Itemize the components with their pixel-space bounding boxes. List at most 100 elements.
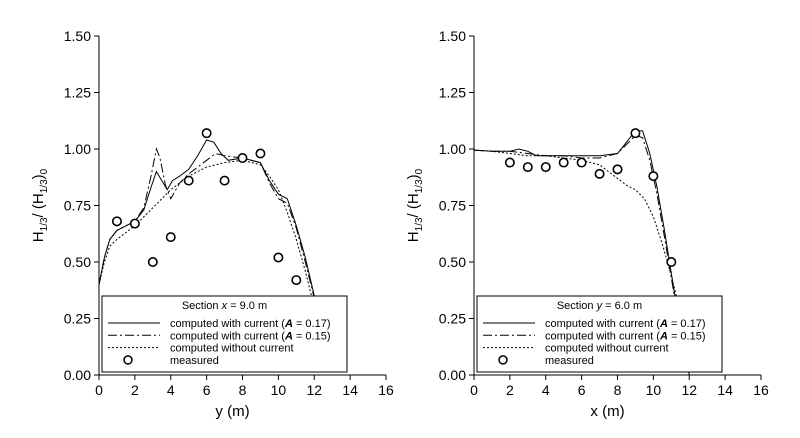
y-tick-label: 0.75 — [64, 198, 91, 214]
y-axis-label: H1/3/ (H1/3)0 — [30, 168, 50, 242]
right-chart-panel: 0.00 0.25 0.50 0.75 1.00 1.25 1.50 0 2 4 6 8 10 12 14 1… — [405, 28, 769, 420]
measured-point — [165, 232, 176, 243]
y-axis-label-sub: 0 — [414, 168, 425, 174]
legend-entry-text: measured — [545, 355, 594, 367]
x-tick-label: 16 — [378, 382, 394, 398]
legend-title-prefix: Section — [182, 300, 222, 312]
x-tick-label: 12 — [681, 382, 697, 398]
measured-point — [648, 171, 659, 182]
legend-entry-text: computed with current ( — [545, 318, 660, 330]
legend-entry-param: A — [284, 330, 293, 342]
left-chart-panel: 0.00 0.25 0.50 0.75 1.00 1.25 1.50 0 2 4 6 8 10 12 14 1… — [30, 28, 394, 420]
y-axis-label-h: H — [30, 193, 47, 204]
legend-title: Section x = 9.0 m — [182, 300, 267, 312]
measured-point — [666, 256, 677, 267]
y-axis-label-slash: / ( — [30, 204, 47, 217]
y-tick-label: 0.00 — [64, 367, 91, 383]
legend-title-prefix: Section — [557, 300, 597, 312]
x-tick-label: 16 — [753, 382, 769, 398]
series-line-dashdot — [98, 147, 322, 335]
x-tick-label: 0 — [95, 382, 103, 398]
x-axis-label: x (m) — [590, 403, 624, 420]
series-line-dotted — [473, 149, 690, 349]
x-tick-label: 6 — [578, 382, 586, 398]
x-tick-label: 14 — [717, 382, 733, 398]
x-tick-label: 10 — [646, 382, 662, 398]
x-tick-label: 2 — [131, 382, 139, 398]
legend-title-var: x — [221, 300, 228, 312]
y-tick-label: 0.50 — [64, 254, 91, 270]
legend-title-suffix: = 6.0 m — [602, 300, 642, 312]
y-axis-label-sub: 0 — [39, 168, 50, 174]
legend-swatch-marker — [498, 355, 508, 365]
legend-entry-param: A — [284, 318, 293, 330]
x-tick-label: 8 — [239, 382, 247, 398]
y-tick-label: 1.50 — [439, 28, 466, 44]
x-tick-label: 4 — [542, 382, 550, 398]
y-axis-label-close: ) — [405, 174, 422, 179]
measured-point — [129, 218, 140, 229]
series-line-dashdot — [473, 134, 687, 360]
legend-entry-text: computed with current ( — [545, 330, 660, 342]
legend-entry-label: computed with current (A = 0.17) — [170, 318, 331, 330]
legend-box — [101, 295, 348, 373]
measured-point — [540, 162, 551, 173]
y-tick-label: 0.25 — [64, 311, 91, 327]
measured-point — [273, 252, 284, 263]
legend-entry-tail: = 0.17) — [668, 318, 706, 330]
y-tick-label: 1.25 — [64, 85, 91, 101]
measured-point — [612, 164, 623, 175]
y-axis-label: H1/3/ (H1/3)0 — [405, 168, 425, 242]
x-tick-label: 4 — [167, 382, 175, 398]
measured-point — [147, 256, 158, 267]
legend-entry-label: computed without current — [545, 343, 669, 355]
measured-point — [219, 175, 230, 186]
measured-point — [558, 157, 569, 168]
legend-entry-param: A — [659, 318, 668, 330]
y-axis-label-close: ) — [30, 174, 47, 179]
legend-entry-label: measured — [170, 355, 219, 367]
measured-point — [237, 153, 248, 164]
y-axis-label-sub: 1/3 — [39, 179, 50, 193]
legend-entry-label: computed with current (A = 0.17) — [545, 318, 706, 330]
measured-point — [504, 157, 515, 168]
y-tick-label: 0.75 — [439, 198, 466, 214]
y-tick-label: 1.50 — [64, 28, 91, 44]
x-tick-label: 10 — [271, 382, 287, 398]
y-tick-label: 1.00 — [439, 141, 466, 157]
legend-entry-label: computed without current — [170, 343, 294, 355]
y-tick-label: 0.00 — [439, 367, 466, 383]
legend-swatch-marker — [123, 355, 133, 365]
x-tick-label: 12 — [306, 382, 322, 398]
measured-point — [111, 216, 122, 227]
y-axis-label-sub: 1/3 — [414, 179, 425, 193]
legend-title: Section y = 6.0 m — [557, 300, 642, 312]
y-axis-label-h: H — [405, 193, 422, 204]
measured-point — [630, 128, 641, 139]
y-tick-label: 0.50 — [439, 254, 466, 270]
legend-entry-text: computed without current — [170, 343, 294, 355]
x-tick-label: 6 — [203, 382, 211, 398]
x-axis-label: y (m) — [215, 403, 249, 420]
y-axis-label-h: H — [405, 231, 422, 242]
y-axis-label-h: H — [30, 231, 47, 242]
measured-point — [576, 157, 587, 168]
measured-point — [522, 162, 533, 173]
measured-point — [183, 175, 194, 186]
legend-entry-label: measured — [545, 355, 594, 367]
y-axis-label-sub: 1/3 — [39, 217, 50, 231]
legend-entry-tail: = 0.15) — [668, 330, 706, 342]
legend-entry-label: computed with current (A = 0.15) — [545, 330, 706, 342]
y-tick-label: 0.25 — [439, 311, 466, 327]
y-axis-label-sub: 1/3 — [414, 217, 425, 231]
measured-point — [255, 148, 266, 159]
legend-entry-tail: = 0.17) — [293, 318, 331, 330]
y-axis-label-slash: / ( — [405, 204, 422, 217]
x-tick-label: 2 — [506, 382, 514, 398]
legend-entry-tail: = 0.15) — [293, 330, 331, 342]
y-tick-label: 1.25 — [439, 85, 466, 101]
measured-point — [201, 128, 212, 139]
legend-entry-text: computed without current — [545, 343, 669, 355]
legend-title-suffix: = 9.0 m — [227, 300, 267, 312]
legend-entry-text: computed with current ( — [170, 318, 285, 330]
